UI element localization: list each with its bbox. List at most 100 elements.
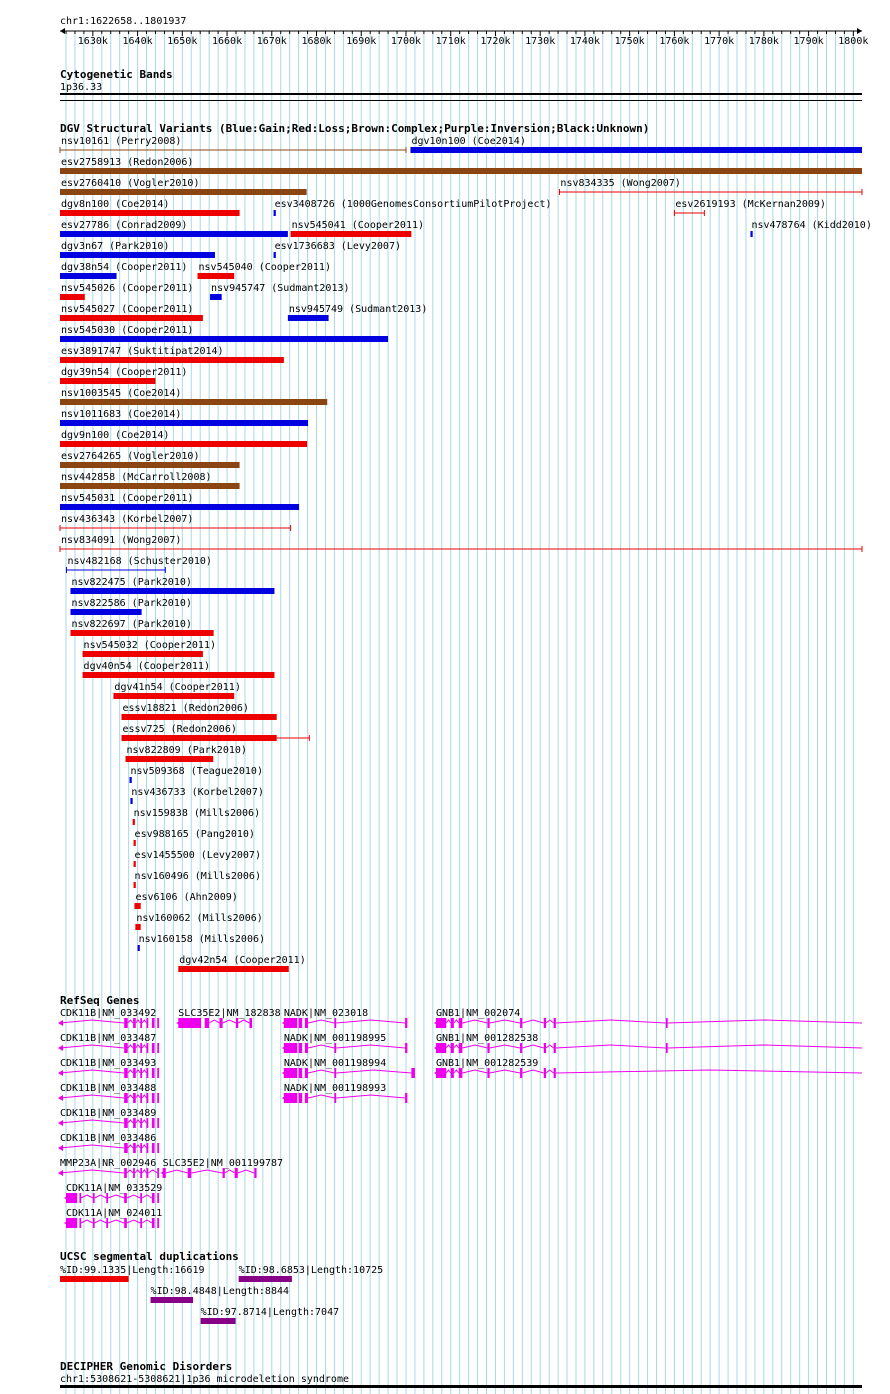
refseq-gene[interactable]: CDK11B|NM_033488 <box>58 1083 160 1103</box>
dgv-variant[interactable]: esv2619193 (McKernan2009) <box>673 199 826 216</box>
dgv-variant[interactable]: esv6106 (Ahn2009) <box>134 892 238 909</box>
dgv-variant[interactable]: nsv545040 (Cooper2011) <box>197 262 331 279</box>
refseq-gene[interactable]: GNB1|NM_002074 <box>433 1008 863 1028</box>
dgv-variant[interactable]: esv988165 (Pang2010) <box>133 829 255 846</box>
dgv-variant[interactable]: nsv822809 (Park2010) <box>125 745 247 762</box>
dgv-variant[interactable]: dgv41n54 (Cooper2011) <box>113 682 241 699</box>
dgv-variant[interactable]: dgv8n100 (Coe2014) <box>60 199 240 216</box>
refseq-gene[interactable]: NADK|NM_023018 <box>281 1008 408 1028</box>
dgv-variant[interactable]: nsv945749 (Sudmant2013) <box>287 304 427 321</box>
dgv-variant[interactable]: nsv436343 (Korbel2007) <box>59 514 292 531</box>
refseq-intron-line <box>59 1094 147 1099</box>
dgv-variant[interactable]: nsv442858 (McCarroll2008) <box>60 472 240 489</box>
refseq-gene[interactable]: GNB1|NM_001282538 <box>433 1033 863 1053</box>
refseq-gene[interactable]: CDK11B|NM_033493 <box>58 1058 160 1078</box>
segdup-item[interactable]: %ID:98.6853|Length:10725 <box>238 1265 384 1282</box>
dgv-variant[interactable]: dgv10n100 (Coe2014) <box>410 136 862 153</box>
refseq-gene[interactable]: NADK|NM_001198993 <box>281 1083 408 1103</box>
refseq-gene[interactable]: CDK11A|NM_033529 <box>64 1183 162 1203</box>
dgv-variant[interactable]: nsv160062 (Mills2006) <box>135 913 263 930</box>
dgv-variant[interactable]: esv1736683 (Levy2007) <box>273 241 401 258</box>
dgv-variant[interactable]: esv3408726 (1000GenomesConsortiumPilotPr… <box>273 199 552 216</box>
dgv-variant[interactable]: nsv545031 (Cooper2011) <box>60 493 300 510</box>
dgv-variant[interactable]: nsv834335 (Wong2007) <box>558 178 863 195</box>
dgv-variant-bar <box>60 420 309 426</box>
dgv-variant-label: nsv436343 (Korbel2007) <box>61 514 193 525</box>
dgv-variant-bar <box>134 903 141 909</box>
dgv-variant[interactable]: nsv482168 (Schuster2010) <box>65 556 212 573</box>
dgv-variant-bar <box>60 483 240 489</box>
dgv-variant[interactable]: dgv39n54 (Cooper2011) <box>60 367 187 384</box>
dgv-variant[interactable]: nsv545026 (Cooper2011) <box>60 283 193 300</box>
refseq-gene[interactable]: SLC35E2|NM_182838 <box>176 1008 281 1028</box>
refseq-gene[interactable]: GNB1|NM_001282539 <box>433 1058 863 1078</box>
refseq-intron-line <box>445 1069 863 1074</box>
dgv-variant[interactable]: esv1455500 (Levy2007) <box>133 850 261 867</box>
segdup-item[interactable]: %ID:99.1335|Length:16619 <box>60 1265 205 1282</box>
refseq-intron-line <box>59 1169 158 1174</box>
dgv-variant[interactable]: nsv160496 (Mills2006) <box>133 871 261 888</box>
refseq-gene[interactable]: CDK11B|NM_033492 <box>58 1008 160 1028</box>
refseq-gene[interactable]: CDK11B|NM_033487 <box>58 1033 160 1053</box>
segdup-item[interactable]: %ID:97.8714|Length:7047 <box>200 1307 339 1324</box>
refseq-exon <box>458 1018 463 1028</box>
dgv-variant[interactable]: esv2760410 (Vogler2010) <box>60 178 307 195</box>
refseq-exon <box>487 1043 490 1053</box>
dgv-variant[interactable]: dgv3n67 (Park2010) <box>60 241 215 258</box>
refseq-gene[interactable]: NADK|NM_001198995 <box>281 1033 408 1053</box>
dgv-variant[interactable]: nsv159838 (Mills2006) <box>132 808 260 825</box>
refseq-gene[interactable]: CDK11A|NM_024011 <box>64 1208 162 1228</box>
dgv-variant[interactable]: dgv38n54 (Cooper2011) <box>60 262 187 279</box>
decipher-bar[interactable] <box>60 1385 862 1388</box>
dgv-variant[interactable]: nsv509368 (Teague2010) <box>129 766 263 783</box>
dgv-variant[interactable]: dgv42n54 (Cooper2011) <box>178 955 306 972</box>
dgv-variant[interactable]: nsv822475 (Park2010) <box>70 577 275 594</box>
dgv-variant[interactable]: esv27786 (Conrad2009) <box>60 220 288 237</box>
refseq-exon <box>66 1193 78 1203</box>
dgv-variant[interactable]: nsv545041 (Cooper2011) <box>290 220 424 237</box>
refseq-gene[interactable]: MMP23A|NR_002946 <box>58 1158 160 1178</box>
dgv-variant[interactable]: nsv822586 (Park2010) <box>70 598 192 615</box>
dgv-variant-label: nsv834335 (Wong2007) <box>560 178 680 189</box>
refseq-exon <box>124 1018 128 1028</box>
refseq-track-title: RefSeq Genes <box>60 994 139 1007</box>
dgv-variant[interactable]: nsv1003545 (Coe2014) <box>60 388 328 405</box>
dgv-variant[interactable]: nsv10161 (Perry2008) <box>59 136 407 153</box>
dgv-variant[interactable]: esv3891747 (Suktitipat2014) <box>60 346 284 363</box>
dgv-variant[interactable]: esv2764265 (Vogler2010) <box>60 451 240 468</box>
refseq-exon <box>543 1018 547 1028</box>
strand-arrow-icon <box>281 1070 287 1076</box>
refseq-gene[interactable]: CDK11B|NM_033489 <box>58 1108 160 1128</box>
dgv-variant[interactable]: nsv822697 (Park2010) <box>70 619 214 636</box>
dgv-variant[interactable]: nsv945747 (Sudmant2013) <box>210 283 350 300</box>
dgv-variant[interactable]: dgv9n100 (Coe2014) <box>60 430 308 447</box>
dgv-variant[interactable]: essv18821 (Redon2006) <box>121 703 277 720</box>
dgv-variant[interactable]: esv2758913 (Redon2006) <box>60 157 862 174</box>
refseq-exon <box>298 1043 303 1053</box>
refseq-intron-line <box>208 1019 250 1024</box>
ruler-tick-label: 1760k <box>659 36 689 47</box>
strand-arrow-icon <box>58 1045 63 1051</box>
segdup-item[interactable]: %ID:98.4848|Length:8844 <box>150 1286 289 1303</box>
refseq-exon <box>254 1168 257 1178</box>
refseq-gene[interactable]: CDK11B|NM_033486 <box>58 1133 160 1153</box>
refseq-gene[interactable]: NADK|NM_001198994 <box>281 1058 415 1078</box>
dgv-variant-label: esv3891747 (Suktitipat2014) <box>61 346 224 357</box>
refseq-exon <box>553 1043 556 1053</box>
refseq-gene[interactable]: SLC35E2|NM_001199787 <box>160 1158 283 1178</box>
dgv-variant-label: nsv509368 (Teague2010) <box>131 766 263 777</box>
strand-arrow-icon <box>58 1170 63 1176</box>
dgv-variant[interactable]: dgv40n54 (Cooper2011) <box>82 661 275 678</box>
dgv-variant[interactable]: nsv436733 (Korbel2007) <box>130 787 264 804</box>
dgv-variant[interactable]: nsv545027 (Cooper2011) <box>60 304 203 321</box>
dgv-variant[interactable]: nsv160158 (Mills2006) <box>137 934 265 951</box>
dgv-variant[interactable]: nsv834091 (Wong2007) <box>59 535 863 552</box>
dgv-variant[interactable]: nsv1011683 (Coe2014) <box>60 409 309 426</box>
cytoband-bar[interactable] <box>60 93 862 95</box>
dgv-variant[interactable]: nsv545032 (Cooper2011) <box>82 640 216 657</box>
refseq-exon <box>133 1168 135 1178</box>
dgv-variant[interactable]: essv725 (Redon2006) <box>121 724 310 741</box>
dgv-variant[interactable]: nsv545030 (Cooper2011) <box>60 325 389 342</box>
dgv-variant[interactable]: nsv478764 (Kidd2010) <box>750 220 872 237</box>
refseq-exon <box>435 1018 447 1028</box>
